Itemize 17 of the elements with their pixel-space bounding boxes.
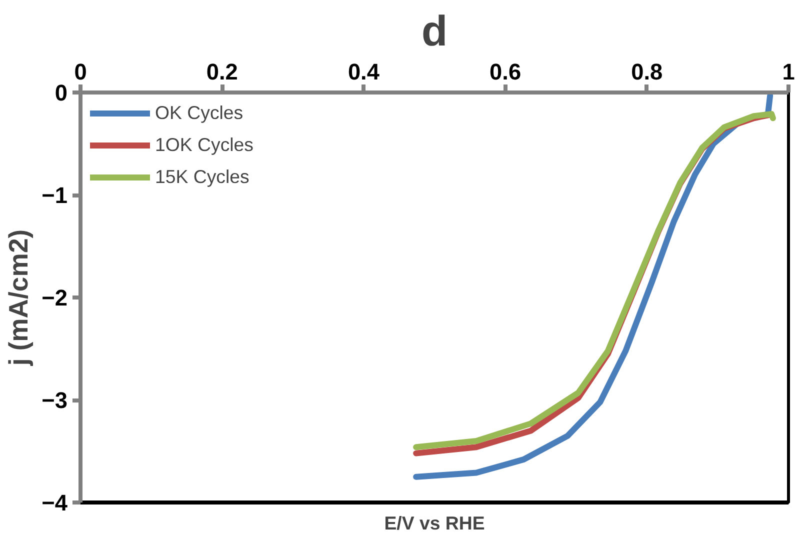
legend-label: 1OK Cycles <box>155 134 254 156</box>
y-tick-label: −3 <box>42 387 68 413</box>
y-axis-title: j (mA/cm2) <box>4 229 34 367</box>
x-tick-label: 0 <box>74 58 87 84</box>
x-tick-label: 0.8 <box>631 58 663 84</box>
x-tick-label: 0.4 <box>348 58 380 84</box>
legend-label: OK Cycles <box>155 102 244 124</box>
y-tick-label: −4 <box>42 490 68 516</box>
x-tick-label: 1 <box>782 58 795 84</box>
chart-title: d <box>421 8 448 56</box>
y-tick-label: −1 <box>42 182 68 208</box>
x-tick-label: 0.2 <box>206 58 238 84</box>
y-tick-label: 0 <box>54 80 68 106</box>
legend-label: 15K Cycles <box>155 166 250 188</box>
x-axis-title: E/V vs RHE <box>384 512 485 534</box>
y-tick-label: −2 <box>42 284 68 310</box>
x-tick-label: 0.6 <box>490 58 522 84</box>
